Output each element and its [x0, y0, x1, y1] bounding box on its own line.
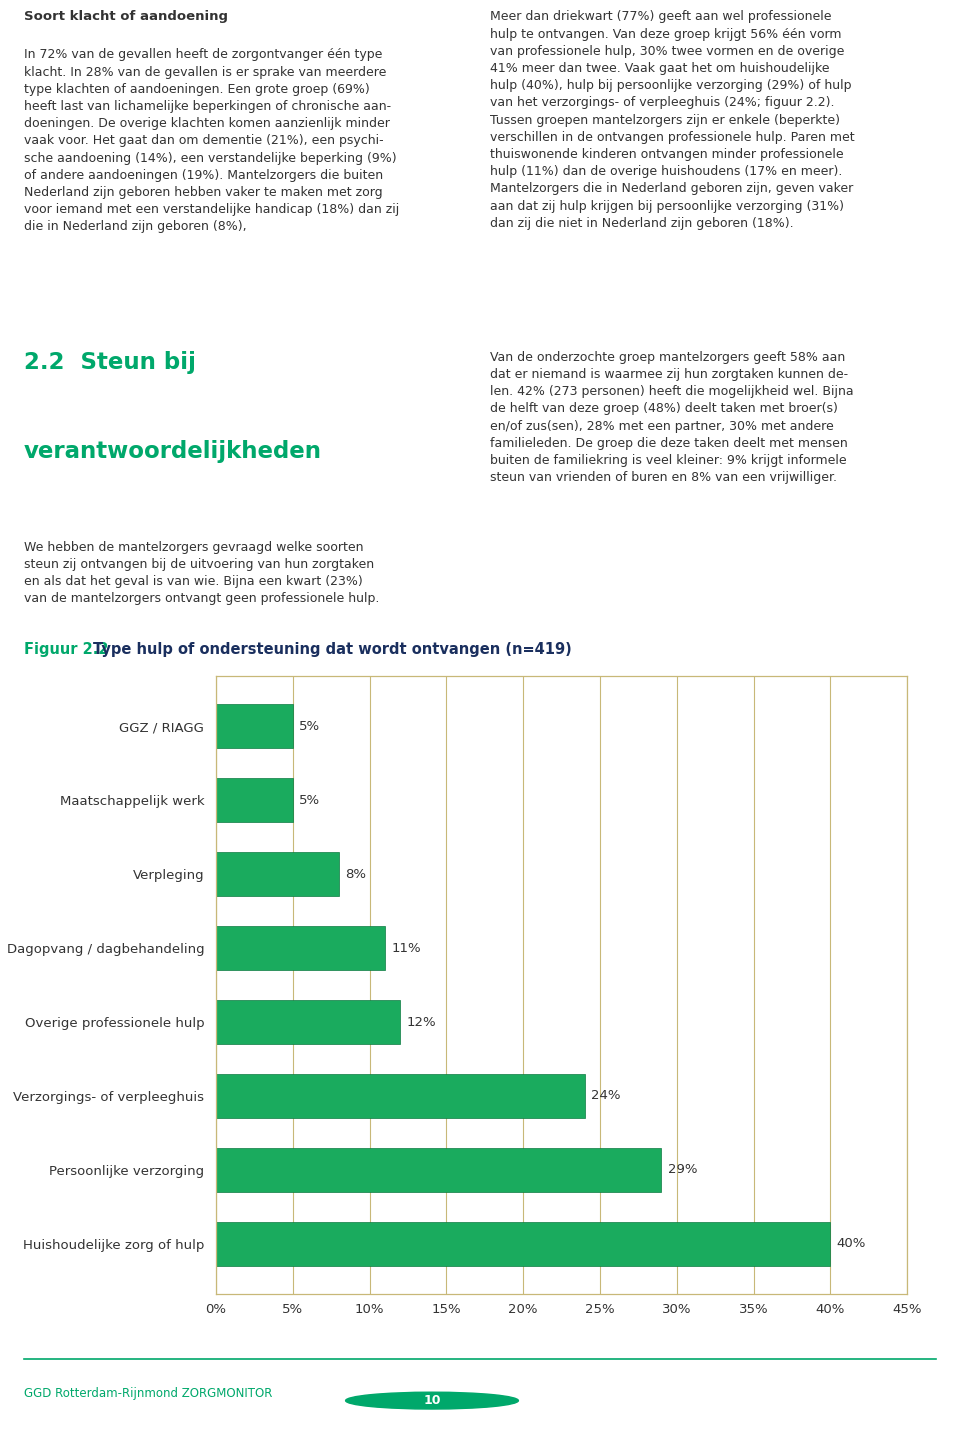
Text: 5%: 5% [299, 794, 320, 807]
Text: Soort klacht of aandoening: Soort klacht of aandoening [24, 10, 228, 23]
Text: 8%: 8% [345, 867, 366, 880]
Text: 11%: 11% [391, 942, 420, 955]
Bar [216, 1074, 585, 1119]
Circle shape [346, 1392, 518, 1409]
Text: verantwoordelijkheden: verantwoordelijkheden [24, 440, 322, 463]
Text: GGD Rotterdam-Rijnmond ZORGMONITOR: GGD Rotterdam-Rijnmond ZORGMONITOR [24, 1386, 273, 1399]
Bar [216, 705, 293, 748]
Bar [216, 778, 293, 823]
Bar [216, 1148, 661, 1192]
Text: Van de onderzochte groep mantelzorgers geeft 58% aan
dat er niemand is waarmee z: Van de onderzochte groep mantelzorgers g… [490, 351, 853, 485]
Bar [216, 851, 339, 896]
Text: 29%: 29% [667, 1163, 697, 1176]
Text: 12%: 12% [406, 1015, 436, 1028]
Text: Figuur 2.2: Figuur 2.2 [24, 643, 113, 657]
Text: 24%: 24% [590, 1090, 620, 1103]
Bar [216, 926, 385, 971]
Text: Meer dan driekwart (77%) geeft aan wel professionele
hulp te ontvangen. Van deze: Meer dan driekwart (77%) geeft aan wel p… [490, 10, 854, 230]
Text: We hebben de mantelzorgers gevraagd welke soorten
steun zij ontvangen bij de uit: We hebben de mantelzorgers gevraagd welk… [24, 541, 379, 605]
Text: 10: 10 [423, 1393, 441, 1408]
Text: 2.2  Steun bij: 2.2 Steun bij [24, 351, 196, 374]
Bar [216, 999, 400, 1044]
Text: In 72% van de gevallen heeft de zorgontvanger één type
klacht. In 28% van de gev: In 72% van de gevallen heeft de zorgontv… [24, 49, 399, 233]
Text: 40%: 40% [836, 1238, 866, 1251]
Bar [216, 1222, 830, 1265]
Text: 5%: 5% [299, 719, 320, 732]
Text: Type hulp of ondersteuning dat wordt ontvangen (n=419): Type hulp of ondersteuning dat wordt ont… [93, 643, 572, 657]
